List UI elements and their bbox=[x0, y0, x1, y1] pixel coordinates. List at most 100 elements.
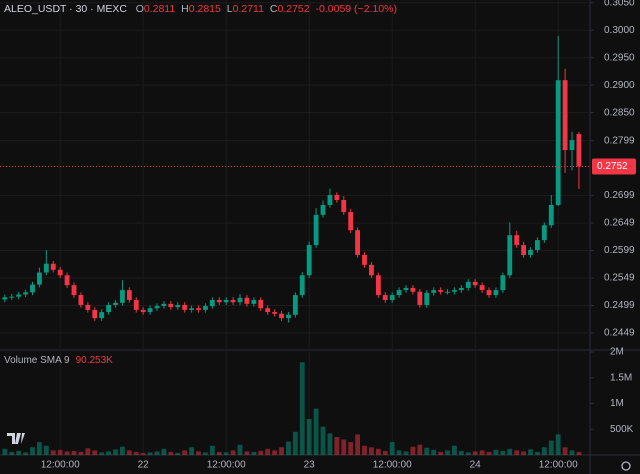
candle-body bbox=[120, 290, 125, 303]
candle-body bbox=[99, 312, 105, 319]
candle-body bbox=[230, 300, 236, 303]
volume-bar bbox=[272, 450, 278, 455]
candle-body bbox=[320, 204, 326, 215]
volume-bar bbox=[292, 431, 298, 455]
y2-tick-label: 500K bbox=[610, 424, 634, 435]
volume-bar bbox=[479, 450, 485, 455]
volume-bar bbox=[445, 450, 450, 455]
volume-sma: 90.253K bbox=[75, 355, 113, 366]
volume-bar bbox=[78, 451, 84, 455]
candle-body bbox=[279, 313, 284, 319]
volume-bar bbox=[196, 451, 201, 455]
y-tick-label: 0.2850 bbox=[604, 107, 635, 118]
candle-body bbox=[175, 304, 181, 308]
volume-bar bbox=[493, 449, 499, 455]
volume-bar bbox=[528, 449, 533, 455]
volume-bar bbox=[569, 450, 575, 455]
candle-body bbox=[431, 290, 437, 293]
candle-body bbox=[37, 272, 42, 285]
volume-bar bbox=[23, 452, 29, 455]
volume-legend: Volume SMA 9 90.253K bbox=[4, 355, 113, 366]
open-label: O bbox=[135, 3, 144, 15]
volume-bar bbox=[306, 418, 312, 455]
volume-bar bbox=[244, 451, 250, 455]
volume-bar bbox=[57, 449, 63, 455]
volume-bar bbox=[389, 442, 395, 455]
candle-body bbox=[71, 285, 77, 296]
y2-tick-label: 1M bbox=[610, 398, 624, 409]
candle-body bbox=[348, 212, 354, 231]
volume-bar bbox=[71, 450, 77, 455]
candle-body bbox=[410, 287, 416, 292]
volume-bar bbox=[313, 408, 319, 455]
volume-bar bbox=[320, 426, 326, 455]
volume-bar bbox=[334, 436, 340, 455]
candle-body bbox=[140, 309, 146, 313]
last-price-box bbox=[592, 158, 636, 175]
tv-logo[interactable] bbox=[4, 428, 28, 448]
y-tick-label: 0.2699 bbox=[604, 190, 635, 201]
volume-bar bbox=[341, 439, 347, 455]
candle-body bbox=[57, 269, 63, 276]
candle-body bbox=[85, 304, 91, 310]
volume-bar bbox=[50, 450, 56, 455]
open-value: 0.2811 bbox=[143, 3, 176, 15]
volume-bar bbox=[548, 440, 554, 455]
candle-body bbox=[92, 309, 98, 319]
last-price-label: 0.2752 bbox=[597, 161, 628, 172]
close-value: 0.2752 bbox=[277, 3, 310, 15]
candle-body bbox=[265, 308, 271, 313]
candle-body bbox=[23, 292, 29, 295]
candle-body bbox=[196, 308, 201, 310]
candle-body bbox=[424, 292, 430, 305]
y-tick-label: 0.2900 bbox=[604, 80, 635, 91]
candle-body bbox=[43, 263, 49, 273]
candle-body bbox=[154, 306, 160, 309]
candle-body bbox=[569, 140, 575, 150]
candle-body bbox=[334, 195, 340, 200]
volume-bar bbox=[106, 451, 112, 455]
volume-bar bbox=[410, 446, 416, 455]
volume-bar bbox=[486, 451, 492, 455]
y-tick-label: 0.2499 bbox=[604, 300, 635, 311]
volume-bar bbox=[37, 442, 42, 455]
volume-bar bbox=[230, 450, 236, 455]
volume-bar bbox=[2, 448, 8, 455]
symbol-title: ALEO_USDT · 30 · MEXC bbox=[4, 3, 127, 15]
volume-bar bbox=[133, 451, 139, 455]
volume-bar bbox=[286, 441, 291, 455]
grid bbox=[0, 0, 590, 455]
volume-bar bbox=[209, 445, 215, 455]
volume-bar bbox=[16, 450, 22, 455]
candle-body bbox=[313, 214, 319, 246]
x-tick-label: 24 bbox=[470, 460, 482, 471]
candle-body bbox=[341, 200, 347, 213]
candle-body bbox=[209, 300, 215, 307]
x-tick-label: 12:00:00 bbox=[373, 460, 412, 471]
volume-bar bbox=[507, 448, 513, 455]
volume-bar bbox=[120, 446, 125, 455]
candle-body bbox=[417, 291, 423, 305]
high-label: H bbox=[181, 3, 189, 15]
settings-icon[interactable] bbox=[621, 461, 631, 471]
volume-bar bbox=[348, 442, 354, 455]
volume-bar bbox=[396, 450, 402, 455]
candle-body bbox=[355, 230, 361, 255]
candle-body bbox=[500, 275, 506, 291]
volume-bar bbox=[535, 451, 540, 455]
candle-body bbox=[306, 245, 312, 276]
volume-bar bbox=[362, 445, 367, 455]
candle-body bbox=[327, 195, 333, 205]
candle-body bbox=[106, 304, 112, 313]
candle-body bbox=[362, 254, 367, 265]
volume-bar bbox=[43, 445, 49, 455]
low-label: L bbox=[226, 3, 233, 15]
candle-body bbox=[521, 245, 527, 255]
volume-bar bbox=[258, 450, 264, 455]
volume-bar bbox=[521, 451, 527, 455]
volume-bar bbox=[403, 451, 409, 455]
candle-body bbox=[78, 295, 84, 305]
